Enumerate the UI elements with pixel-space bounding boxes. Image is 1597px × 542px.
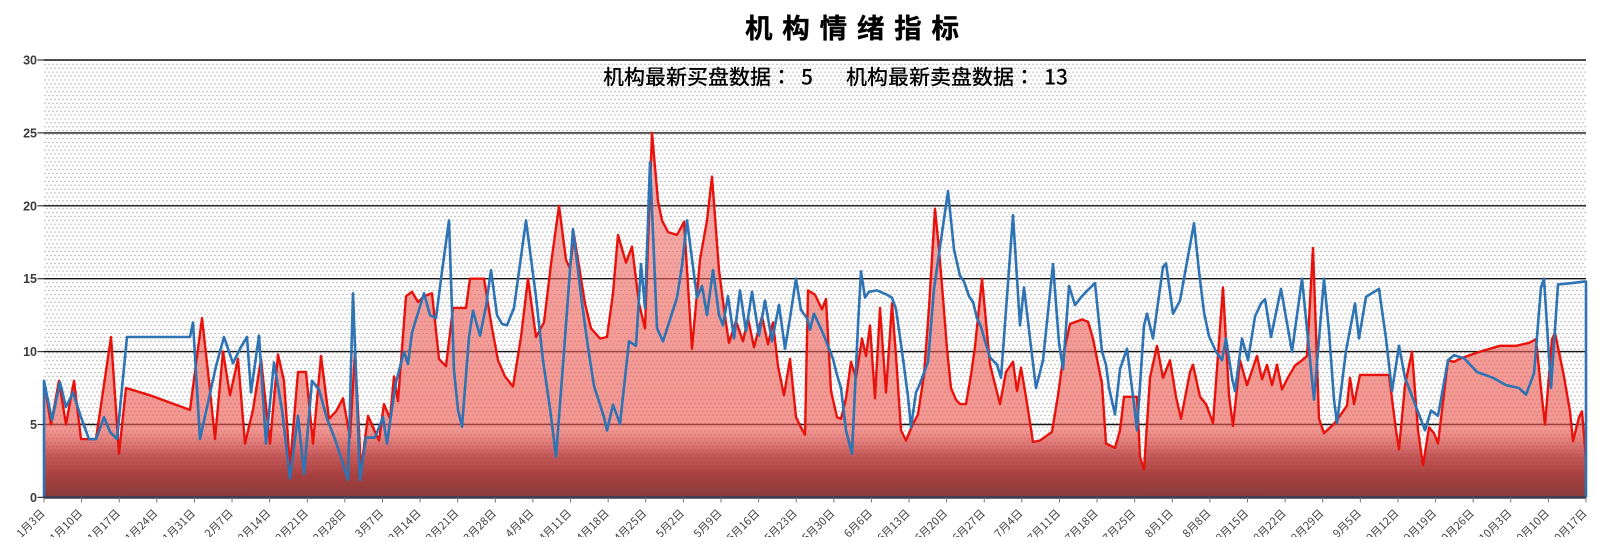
svg-text:15: 15 <box>23 272 37 286</box>
svg-text:0: 0 <box>30 491 37 505</box>
svg-text:25: 25 <box>23 126 37 140</box>
svg-text:20: 20 <box>23 199 37 213</box>
svg-text:30: 30 <box>23 54 37 68</box>
svg-text:5: 5 <box>30 418 37 432</box>
svg-text:10: 10 <box>23 345 37 359</box>
